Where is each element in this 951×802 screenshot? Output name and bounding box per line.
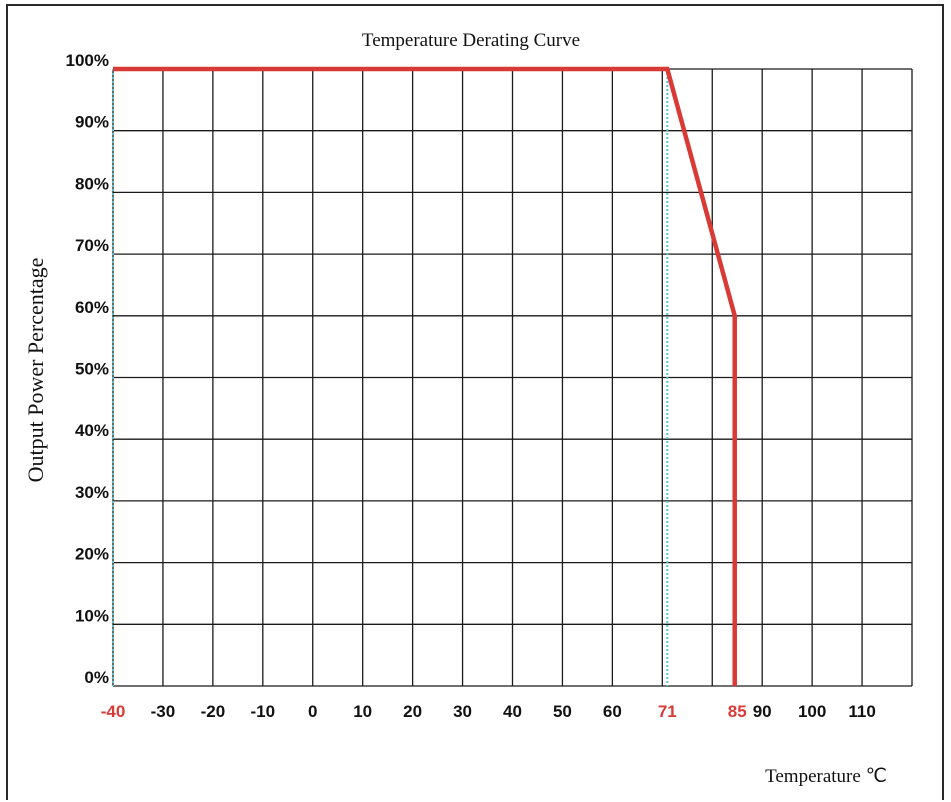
y-tick-label: 40%	[75, 421, 109, 440]
x-tick-label: 10	[353, 702, 372, 721]
x-tick-label: 100	[798, 702, 826, 721]
x-tick-label-highlight: 85	[728, 702, 747, 721]
chart-frame	[6, 4, 944, 800]
y-tick-label: 80%	[75, 174, 109, 193]
x-tick-label: 50	[553, 702, 572, 721]
derating-curve	[113, 66, 737, 686]
grid	[112, 68, 913, 687]
x-tick-label: 110	[848, 702, 875, 721]
x-tick-label: -10	[251, 702, 276, 721]
x-tick-label: 0	[308, 702, 317, 721]
y-tick-label: 50%	[75, 360, 109, 379]
x-tick-label: 90	[753, 702, 772, 721]
x-tick-label: 60	[603, 702, 622, 721]
x-tick-label-highlight: -40	[101, 702, 126, 721]
series-layer	[113, 66, 737, 686]
chart-title: Temperature Derating Curve	[362, 30, 580, 51]
x-tick-label: 30	[453, 702, 472, 721]
y-tick-label: 30%	[75, 483, 109, 502]
x-tick-label: -20	[201, 702, 226, 721]
x-axis-label: Temperature ℃	[765, 766, 887, 787]
x-tick-label: -30	[151, 702, 176, 721]
x-tick-label: 20	[403, 702, 422, 721]
y-tick-label: 70%	[75, 236, 109, 255]
y-tick-label: 0%	[84, 668, 109, 687]
y-tick-label: 100%	[66, 51, 109, 70]
x-tick-labels: -30 -20 -10 0 10 20 30 40 50 60 90 100 110 -40 71 85	[101, 702, 876, 721]
y-tick-label: 90%	[75, 113, 109, 132]
y-tick-labels: 0% 10% 20% 30% 40% 50% 60% 70% 80% 90% 100%	[66, 51, 109, 687]
x-tick-label-highlight: 71	[658, 702, 677, 721]
y-axis-label: Output Power Percentage	[23, 258, 48, 483]
y-tick-label: 10%	[75, 606, 109, 625]
reference-lines	[112, 69, 669, 686]
x-tick-label: 40	[503, 702, 522, 721]
y-tick-label: 60%	[75, 298, 109, 317]
y-tick-label: 20%	[75, 545, 109, 564]
